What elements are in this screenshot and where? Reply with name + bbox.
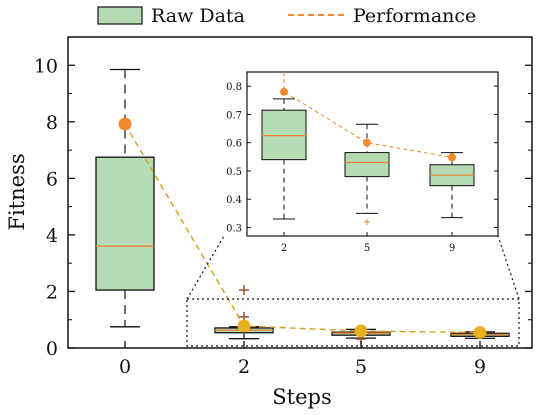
y-tick-label: 6 bbox=[46, 168, 58, 190]
inset-performance-point bbox=[363, 138, 371, 147]
box-body bbox=[95, 156, 155, 291]
performance-point bbox=[237, 319, 251, 333]
performance-point bbox=[118, 117, 132, 131]
y-tick-label: 4 bbox=[46, 225, 58, 247]
performance-point bbox=[354, 324, 368, 338]
legend-label-performance: Performance bbox=[353, 5, 476, 27]
inset-performance-point bbox=[280, 87, 288, 96]
y-tick-label: 8 bbox=[46, 112, 58, 134]
inset-y-tick-label: 0.6 bbox=[226, 139, 242, 150]
x-tick-label: 9 bbox=[474, 356, 486, 378]
inset-performance-line bbox=[283, 72, 453, 158]
inset-box-2 bbox=[261, 98, 307, 220]
inset-box-5 bbox=[344, 123, 390, 225]
inset-box-9 bbox=[429, 152, 475, 219]
x-tick-label: 0 bbox=[119, 356, 131, 378]
inset-y-tick-label: 0.3 bbox=[226, 224, 242, 235]
y-tick-label: 10 bbox=[34, 55, 58, 77]
outlier-marker bbox=[239, 285, 249, 296]
inset-outlier-marker bbox=[364, 218, 370, 225]
inset-y-tick-label: 0.7 bbox=[226, 110, 242, 121]
legend bbox=[97, 6, 344, 25]
zoom-connector-right bbox=[497, 235, 520, 300]
zoom-region bbox=[186, 298, 520, 347]
inset-x-tick-label: 2 bbox=[281, 243, 287, 254]
inset-box-body bbox=[261, 109, 307, 161]
inset-box-body bbox=[344, 152, 390, 178]
inset-x-tick-label: 9 bbox=[449, 243, 455, 254]
x-tick-label: 5 bbox=[355, 356, 367, 378]
x-axis-label: Steps bbox=[272, 385, 331, 409]
legend-label-raw-data: Raw Data bbox=[151, 5, 245, 27]
y-axis-label: Fitness bbox=[5, 153, 29, 230]
inset-performance-point bbox=[448, 153, 456, 162]
inset-y-tick-label: 0.4 bbox=[226, 195, 242, 206]
performance-point bbox=[473, 325, 487, 339]
plot-frame bbox=[67, 36, 533, 349]
zoom-connector-left bbox=[186, 235, 225, 300]
inset-x-tick-label: 5 bbox=[364, 243, 370, 254]
box-0 bbox=[95, 68, 155, 328]
y-tick-label: 2 bbox=[46, 281, 58, 303]
legend-swatch-raw-data bbox=[97, 6, 143, 25]
performance-line bbox=[124, 123, 481, 334]
y-tick-label: 0 bbox=[46, 338, 58, 360]
x-tick-label: 2 bbox=[238, 356, 250, 378]
inset-y-tick-label: 0.8 bbox=[226, 82, 242, 93]
inset-y-tick-label: 0.5 bbox=[226, 167, 242, 178]
